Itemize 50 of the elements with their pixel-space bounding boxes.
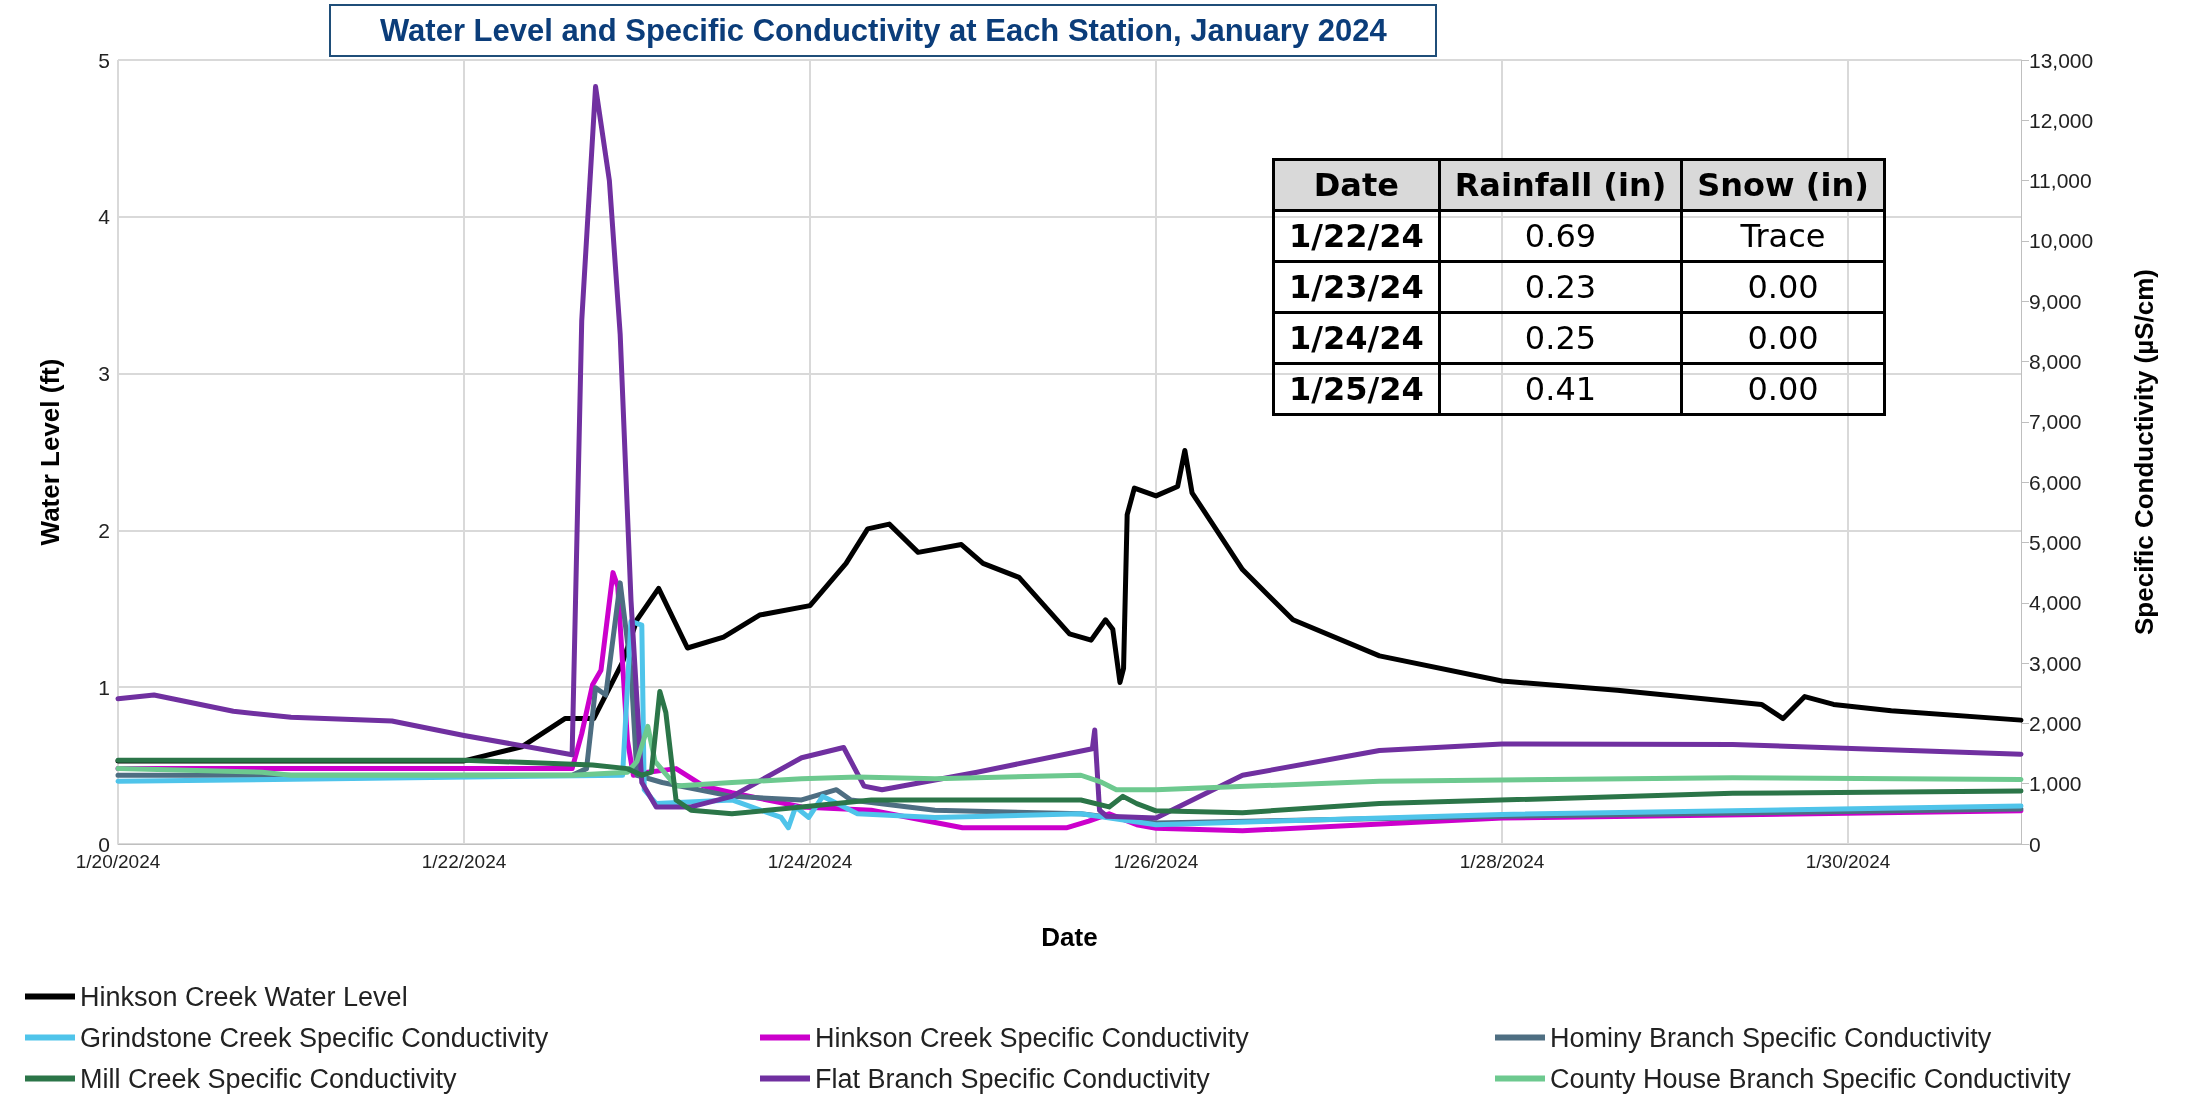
annotation: 1/22/24: [1273, 210, 1440, 262]
y-axis-title: Water Level (ft): [35, 358, 65, 546]
annotation: 1/25/24: [1273, 363, 1440, 415]
annotation: 0.69: [1439, 210, 1682, 262]
x-tick-label: 1/28/2024: [1459, 851, 1545, 872]
annotation: 0.00: [1681, 312, 1885, 364]
x-axis-title: Date: [1041, 922, 1098, 952]
x-tick-label: 1/22/2024: [421, 851, 507, 872]
legend-label: Mill Creek Specific Conductivity: [80, 1063, 458, 1094]
y2-tick-label: 1,000: [2029, 772, 2082, 796]
y2-tick-label: 11,000: [2029, 169, 2092, 193]
annotation: 1/23/24: [1273, 261, 1440, 313]
y2-tick-label: 12,000: [2029, 108, 2094, 132]
annotation: 0.41: [1439, 363, 1682, 415]
y2-tick-label: 13,000: [2029, 48, 2094, 72]
legend-label: Flat Branch Specific Conductivity: [815, 1063, 1211, 1094]
legend-label: Hinkson Creek Water Level: [80, 981, 408, 1012]
y-tick-label: 3: [98, 362, 110, 386]
annotation: Trace: [1681, 210, 1885, 262]
annotation: Date: [1273, 159, 1440, 211]
y2-tick-label: 3,000: [2029, 651, 2082, 675]
y2-tick-label: 8,000: [2029, 350, 2082, 374]
legend-label: Hominy Branch Specific Conductivity: [1550, 1022, 1992, 1053]
y2-tick-label: 5,000: [2029, 530, 2082, 554]
chart-title: Water Level and Specific Conductivity at Each Station, January 2024: [380, 13, 1388, 48]
x-tick-label: 1/26/2024: [1113, 851, 1199, 872]
y-tick-label: 4: [98, 205, 111, 229]
y2-tick-label: 10,000: [2029, 229, 2094, 253]
y2-tick-label: 7,000: [2029, 410, 2082, 434]
legend-label: Grindstone Creek Specific Conductivity: [80, 1022, 549, 1053]
y-tick-label: 5: [98, 48, 110, 72]
annotation: Snow (in): [1681, 159, 1885, 211]
y2-tick-label: 9,000: [2029, 289, 2082, 313]
annotation: 0.25: [1439, 312, 1682, 364]
annotation: 1/24/24: [1273, 312, 1440, 364]
y2-tick-label: 2,000: [2029, 711, 2082, 735]
y2-axis-title: Specific Conductivity (µS/cm): [2129, 268, 2159, 636]
annotation: 0.00: [1681, 261, 1885, 313]
legend-label: County House Branch Specific Conductivity: [1550, 1063, 2072, 1094]
y2-tick-label: 0: [2029, 832, 2041, 856]
annotation: 0.00: [1681, 363, 1885, 415]
annotation: Rainfall (in): [1439, 159, 1682, 211]
y-tick-label: 2: [98, 518, 110, 542]
x-tick-label: 1/30/2024: [1805, 851, 1891, 872]
annotation: 0.23: [1439, 261, 1682, 313]
y2-tick-label: 6,000: [2029, 470, 2082, 494]
y-tick-label: 1: [98, 675, 110, 699]
legend-label: Hinkson Creek Specific Conductivity: [815, 1022, 1250, 1053]
x-tick-label: 1/24/2024: [767, 851, 853, 872]
y2-tick-label: 4,000: [2029, 591, 2082, 615]
